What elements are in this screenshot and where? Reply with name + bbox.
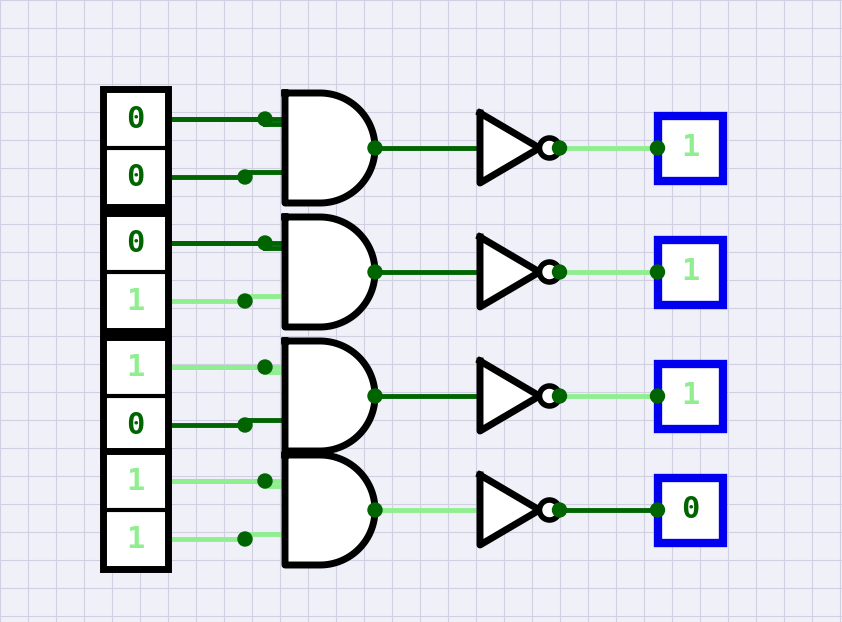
Circle shape: [552, 141, 567, 155]
Polygon shape: [285, 455, 375, 565]
Circle shape: [368, 389, 382, 403]
Circle shape: [552, 389, 567, 403]
Text: 1: 1: [125, 466, 144, 496]
Bar: [103, 337, 168, 455]
Circle shape: [238, 170, 252, 184]
Circle shape: [540, 500, 559, 520]
Circle shape: [540, 386, 559, 406]
Text: 1: 1: [681, 258, 699, 287]
Bar: [103, 451, 168, 569]
Circle shape: [238, 294, 252, 308]
Polygon shape: [480, 361, 540, 431]
Text: 1: 1: [125, 353, 144, 381]
Circle shape: [238, 418, 252, 432]
Text: 1: 1: [681, 134, 699, 162]
Bar: [658, 239, 722, 305]
Circle shape: [258, 112, 272, 126]
Polygon shape: [480, 475, 540, 545]
Text: 0: 0: [125, 228, 144, 258]
Circle shape: [258, 236, 272, 250]
Text: 0: 0: [125, 104, 144, 134]
Circle shape: [238, 532, 252, 546]
Text: 0: 0: [125, 411, 144, 440]
Circle shape: [552, 265, 567, 279]
Circle shape: [368, 141, 382, 155]
Text: 1: 1: [681, 381, 699, 411]
Circle shape: [368, 503, 382, 517]
Polygon shape: [480, 113, 540, 183]
Bar: [658, 363, 722, 429]
Circle shape: [651, 389, 664, 403]
Circle shape: [368, 265, 382, 279]
Polygon shape: [480, 237, 540, 307]
Circle shape: [651, 141, 664, 155]
Circle shape: [258, 360, 272, 374]
Circle shape: [651, 503, 664, 517]
Polygon shape: [285, 217, 375, 327]
Bar: [103, 89, 168, 207]
Bar: [103, 213, 168, 331]
Text: 0: 0: [681, 496, 699, 524]
Bar: [658, 116, 722, 180]
Bar: [658, 478, 722, 542]
Circle shape: [540, 138, 559, 158]
Circle shape: [258, 474, 272, 488]
Text: 1: 1: [125, 524, 144, 554]
Polygon shape: [285, 93, 375, 203]
Circle shape: [651, 265, 664, 279]
Polygon shape: [285, 341, 375, 451]
Text: 1: 1: [125, 287, 144, 315]
Text: 0: 0: [125, 162, 144, 192]
Circle shape: [540, 262, 559, 282]
Circle shape: [552, 503, 567, 517]
